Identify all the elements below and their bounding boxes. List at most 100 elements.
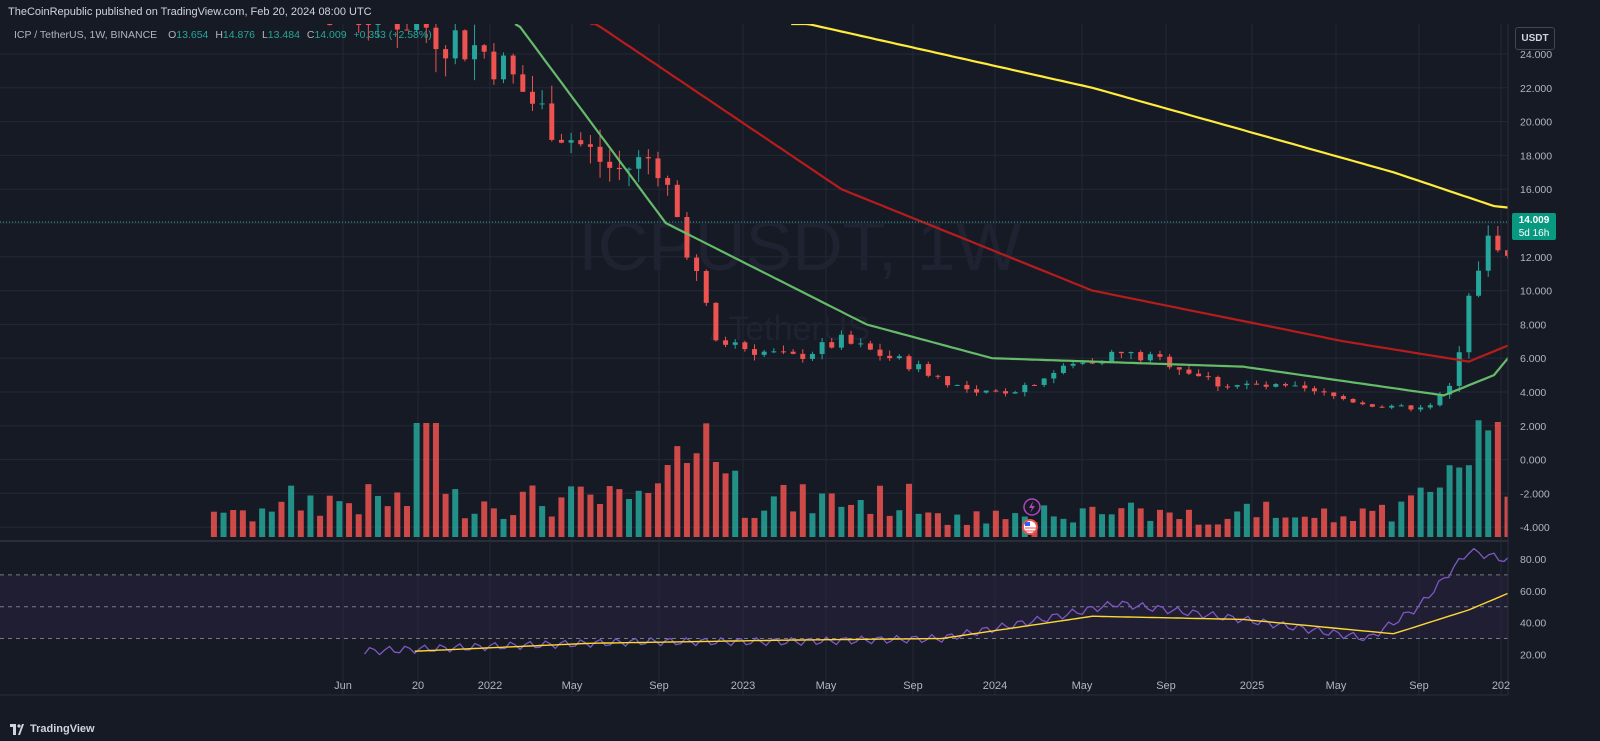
- change-value: +0.353 (+2.58%): [353, 29, 432, 41]
- candle-body: [703, 271, 709, 303]
- tradingview-brand[interactable]: TradingView: [30, 723, 95, 735]
- volume-bar: [1340, 516, 1347, 537]
- candle-body: [1466, 295, 1472, 353]
- candle-body: [1369, 404, 1375, 407]
- currency-unit-button[interactable]: USDT: [1515, 27, 1555, 50]
- candle-body: [877, 349, 883, 356]
- candle-body: [665, 178, 671, 185]
- candle-body: [1311, 388, 1317, 392]
- candle-body: [713, 302, 719, 341]
- high-value: 14.876: [222, 29, 256, 41]
- candle-body: [867, 343, 873, 350]
- moving-average-yellow: [791, 22, 1560, 214]
- volume-bar: [1427, 491, 1434, 537]
- candle-body: [529, 91, 535, 104]
- time-tick-label: May: [562, 680, 583, 692]
- lightning-icon[interactable]: [1023, 498, 1041, 516]
- volume-bar: [877, 485, 884, 537]
- tradingview-logo-icon[interactable]: [10, 724, 24, 735]
- last-price-value: 14.009: [1518, 215, 1550, 226]
- candle-body: [1447, 385, 1453, 395]
- candle-body: [356, 24, 362, 25]
- volume-bar: [317, 515, 324, 537]
- volume-bars: [210, 420, 1559, 537]
- candle-body: [578, 140, 584, 145]
- time-tick-label: Sep: [649, 680, 669, 692]
- volume-bar: [259, 508, 266, 537]
- candle-body: [1350, 398, 1356, 403]
- candle-body: [694, 257, 700, 272]
- candle-body: [974, 389, 980, 393]
- volume-bar: [568, 486, 575, 537]
- price-tick-label: 20.000: [1520, 117, 1552, 129]
- volume-bar: [1137, 508, 1144, 537]
- candle-body: [433, 27, 439, 50]
- volume-bar: [1050, 516, 1057, 537]
- low-value: 13.484: [267, 29, 300, 41]
- moving-averages: [514, 22, 1561, 397]
- candle-body: [684, 216, 690, 258]
- rsi-tick-label: 20.00: [1520, 649, 1546, 661]
- volume-bar: [1166, 512, 1173, 537]
- volume-bar: [1012, 513, 1019, 537]
- candle-body: [954, 384, 960, 386]
- volume-bar: [751, 517, 758, 537]
- volume-bar: [1446, 465, 1453, 537]
- price-tick-label: -4.000: [1520, 522, 1550, 534]
- volume-bar: [770, 496, 777, 537]
- volume-bar: [461, 518, 468, 537]
- candle-body: [568, 140, 574, 143]
- candle-body: [1186, 369, 1192, 374]
- volume-bar: [761, 510, 768, 537]
- candle-body: [1167, 356, 1173, 368]
- time-tick-label: 2023: [731, 680, 755, 692]
- candle-body: [1070, 363, 1076, 366]
- volume-bar: [1369, 510, 1376, 537]
- volume-bar: [626, 499, 633, 537]
- volume-bar: [780, 484, 787, 537]
- candle-body: [1031, 384, 1037, 386]
- candle-body: [1196, 373, 1202, 377]
- volume-bar: [490, 508, 497, 537]
- event-icons[interactable]: [1022, 498, 1041, 535]
- candle-body: [394, 24, 400, 30]
- volume-bar: [384, 506, 391, 537]
- volume-bar: [346, 503, 353, 537]
- time-tick-label: 2022: [478, 680, 502, 692]
- volume-bar: [1079, 508, 1086, 537]
- close-label: C: [306, 29, 315, 41]
- candle-body: [1012, 392, 1018, 394]
- candle-body: [1157, 354, 1163, 357]
- candle-body: [1080, 362, 1086, 364]
- price-tick-label: -2.000: [1520, 488, 1550, 500]
- candle-body: [1360, 402, 1366, 405]
- candle-body: [1321, 391, 1327, 393]
- volume-bar: [896, 510, 903, 537]
- volume-bar: [1359, 508, 1366, 537]
- time-tick-label: May: [816, 680, 837, 692]
- volume-bar: [1321, 508, 1328, 537]
- candle-body: [1022, 384, 1028, 393]
- last-price-tag: 14.009 5d 16h: [1512, 213, 1556, 240]
- candle-body: [945, 376, 951, 386]
- volume-bar: [732, 470, 739, 537]
- symbol-title[interactable]: ICP / TetherUS, 1W, BINANCE: [14, 29, 158, 41]
- volume-bar: [1494, 422, 1501, 537]
- candle-body: [906, 356, 912, 370]
- time-tick-label: 2025: [1240, 680, 1264, 692]
- volume-bar: [1176, 519, 1183, 537]
- volume-bar: [1253, 517, 1260, 537]
- volume-bar: [905, 483, 912, 537]
- candle-body: [732, 342, 738, 345]
- volume-bar: [1060, 518, 1067, 537]
- rsi-tick-label: 80.00: [1520, 554, 1546, 566]
- candle-body: [742, 342, 748, 350]
- volume-bar: [664, 464, 671, 537]
- volume-bar: [857, 500, 864, 537]
- volume-bar: [220, 512, 227, 537]
- candle-body: [1408, 405, 1414, 410]
- volume-bar: [210, 511, 217, 537]
- volume-bar: [799, 484, 806, 537]
- candle-body: [481, 45, 487, 52]
